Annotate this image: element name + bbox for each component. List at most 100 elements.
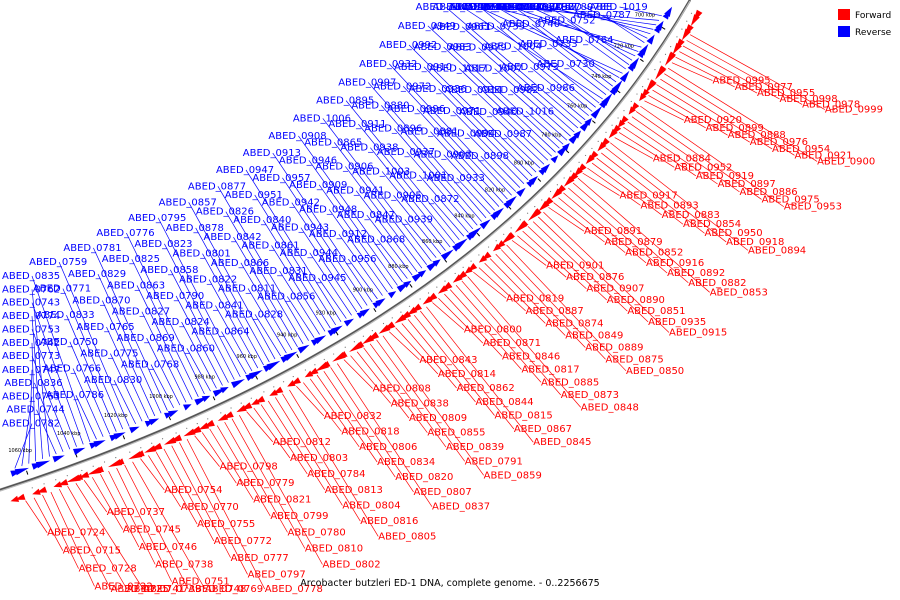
label-connector	[452, 110, 525, 185]
forward-gene-label: ABED_0853	[710, 287, 768, 298]
track-dot	[578, 161, 580, 163]
label-connector	[500, 249, 606, 360]
reverse-gene-label: ABED_1003	[352, 166, 410, 177]
reverse-gene-label: ABED_0744	[7, 405, 65, 416]
forward-gene-label: ABED_0803	[290, 453, 348, 464]
forward-gene-label: ABED_0995	[713, 76, 771, 87]
label-connector	[328, 209, 388, 293]
label-connector	[345, 100, 460, 241]
forward-gene-arrow	[322, 360, 331, 368]
label-connector	[406, 151, 474, 230]
reverse-gene-arrow	[417, 270, 427, 278]
forward-gene-label: ABED_0851	[627, 306, 685, 317]
label-connector	[423, 66, 533, 177]
reverse-gene-label: ABED_0743	[2, 298, 60, 309]
track-dot	[273, 386, 275, 388]
reverse-gene-arrow	[516, 187, 526, 197]
track-dot	[196, 423, 198, 425]
track-dot	[263, 391, 265, 393]
track-dot	[362, 335, 365, 337]
reverse-gene-label: ABED_0951	[225, 190, 283, 201]
track-dot	[510, 227, 512, 229]
label-connector	[195, 227, 270, 363]
forward-gene-label: ABED_0808	[373, 384, 431, 395]
label-connector	[343, 359, 373, 389]
label-connector	[267, 400, 326, 490]
gene-labels: ABED_0782ABED_0763ABED_0747ABED_0742ABED…	[2, 2, 883, 595]
forward-gene-label: ABED_0777	[231, 553, 289, 564]
legend-reverse-label: Reverse	[855, 28, 892, 38]
forward-gene-arrow	[78, 471, 90, 478]
track-dot	[670, 46, 672, 48]
tick-label: 940 kbp	[277, 333, 297, 339]
forward-gene-label: ABED_0854	[683, 219, 741, 230]
forward-gene-arrow	[108, 459, 123, 468]
reverse-gene-label: ABED_0730	[537, 59, 595, 70]
forward-gene-label: ABED_0907	[586, 284, 644, 295]
label-connector	[495, 253, 586, 348]
forward-gene-label: ABED_0816	[360, 516, 418, 527]
tick-label: 840 kbp	[454, 214, 474, 220]
label-connector	[531, 23, 613, 87]
label-connector	[150, 364, 174, 409]
label-connector	[462, 6, 603, 100]
label-connector	[587, 167, 641, 206]
track-dot	[427, 292, 430, 294]
reverse-gene-label: ABED_0957	[252, 173, 310, 184]
label-connector	[619, 6, 662, 17]
forward-gene-label: ABED_0890	[607, 295, 665, 306]
label-connector	[656, 84, 750, 143]
forward-gene-label: ABED_0977	[735, 82, 793, 93]
label-connector	[155, 452, 198, 525]
label-connector	[355, 190, 418, 272]
reverse-gene-arrow	[611, 79, 623, 93]
forward-gene-arrow	[217, 413, 229, 421]
reverse-gene-label: ABED_0860	[157, 343, 215, 354]
reverse-gene-arrow	[655, 20, 664, 31]
tick-mark	[255, 375, 259, 380]
label-connector	[21, 396, 33, 467]
label-connector	[577, 177, 710, 293]
forward-gene-label: ABED_0725	[111, 584, 169, 595]
forward-gene-label: ABED_0755	[197, 519, 255, 530]
label-connector	[474, 89, 549, 161]
track-dot	[371, 330, 373, 332]
label-connector	[126, 232, 205, 395]
reverse-gene-label: ABED_0905	[364, 190, 422, 201]
forward-gene-arrow	[66, 474, 81, 483]
label-connector	[239, 414, 323, 565]
forward-gene-label: ABED_0832	[324, 411, 382, 422]
track-dot	[129, 451, 131, 453]
reverse-gene-label: ABED_0831	[249, 266, 307, 277]
track-dot	[282, 381, 285, 383]
tick-mark	[122, 435, 126, 440]
forward-gene-label: ABED_0899	[706, 123, 764, 134]
label-connector	[610, 142, 749, 251]
forward-gene-label: ABED_0812	[273, 437, 331, 448]
label-connector	[201, 432, 237, 484]
label-connector	[253, 407, 291, 459]
label-connector	[420, 310, 515, 430]
track-dot	[556, 184, 558, 186]
label-connector	[644, 100, 684, 121]
forward-gene-label: ABED_0741	[127, 584, 185, 595]
track-dot	[55, 479, 57, 481]
label-connector	[34, 382, 64, 452]
track-dot	[487, 246, 490, 248]
forward-gene-label: ABED_0952	[674, 162, 732, 173]
label-connector	[72, 368, 104, 437]
track-dot	[304, 369, 306, 371]
reverse-gene-label: ABED_1004	[484, 42, 542, 53]
forward-gene-label: ABED_0784	[307, 469, 365, 480]
reverse-gene-label: ABED_0840	[233, 215, 291, 226]
track-dot	[541, 199, 543, 201]
reverse-gene-label: ABED_0880	[351, 100, 409, 111]
label-connector	[106, 326, 149, 419]
reverse-gene-arrow	[619, 70, 630, 83]
label-connector	[532, 221, 628, 312]
forward-gene-label: ABED_0798	[220, 462, 278, 473]
forward-gene-label: ABED_0900	[817, 156, 875, 167]
label-connector	[93, 247, 168, 411]
forward-gene-label: ABED_0754	[164, 485, 222, 496]
forward-gene-label: ABED_0802	[322, 560, 380, 571]
